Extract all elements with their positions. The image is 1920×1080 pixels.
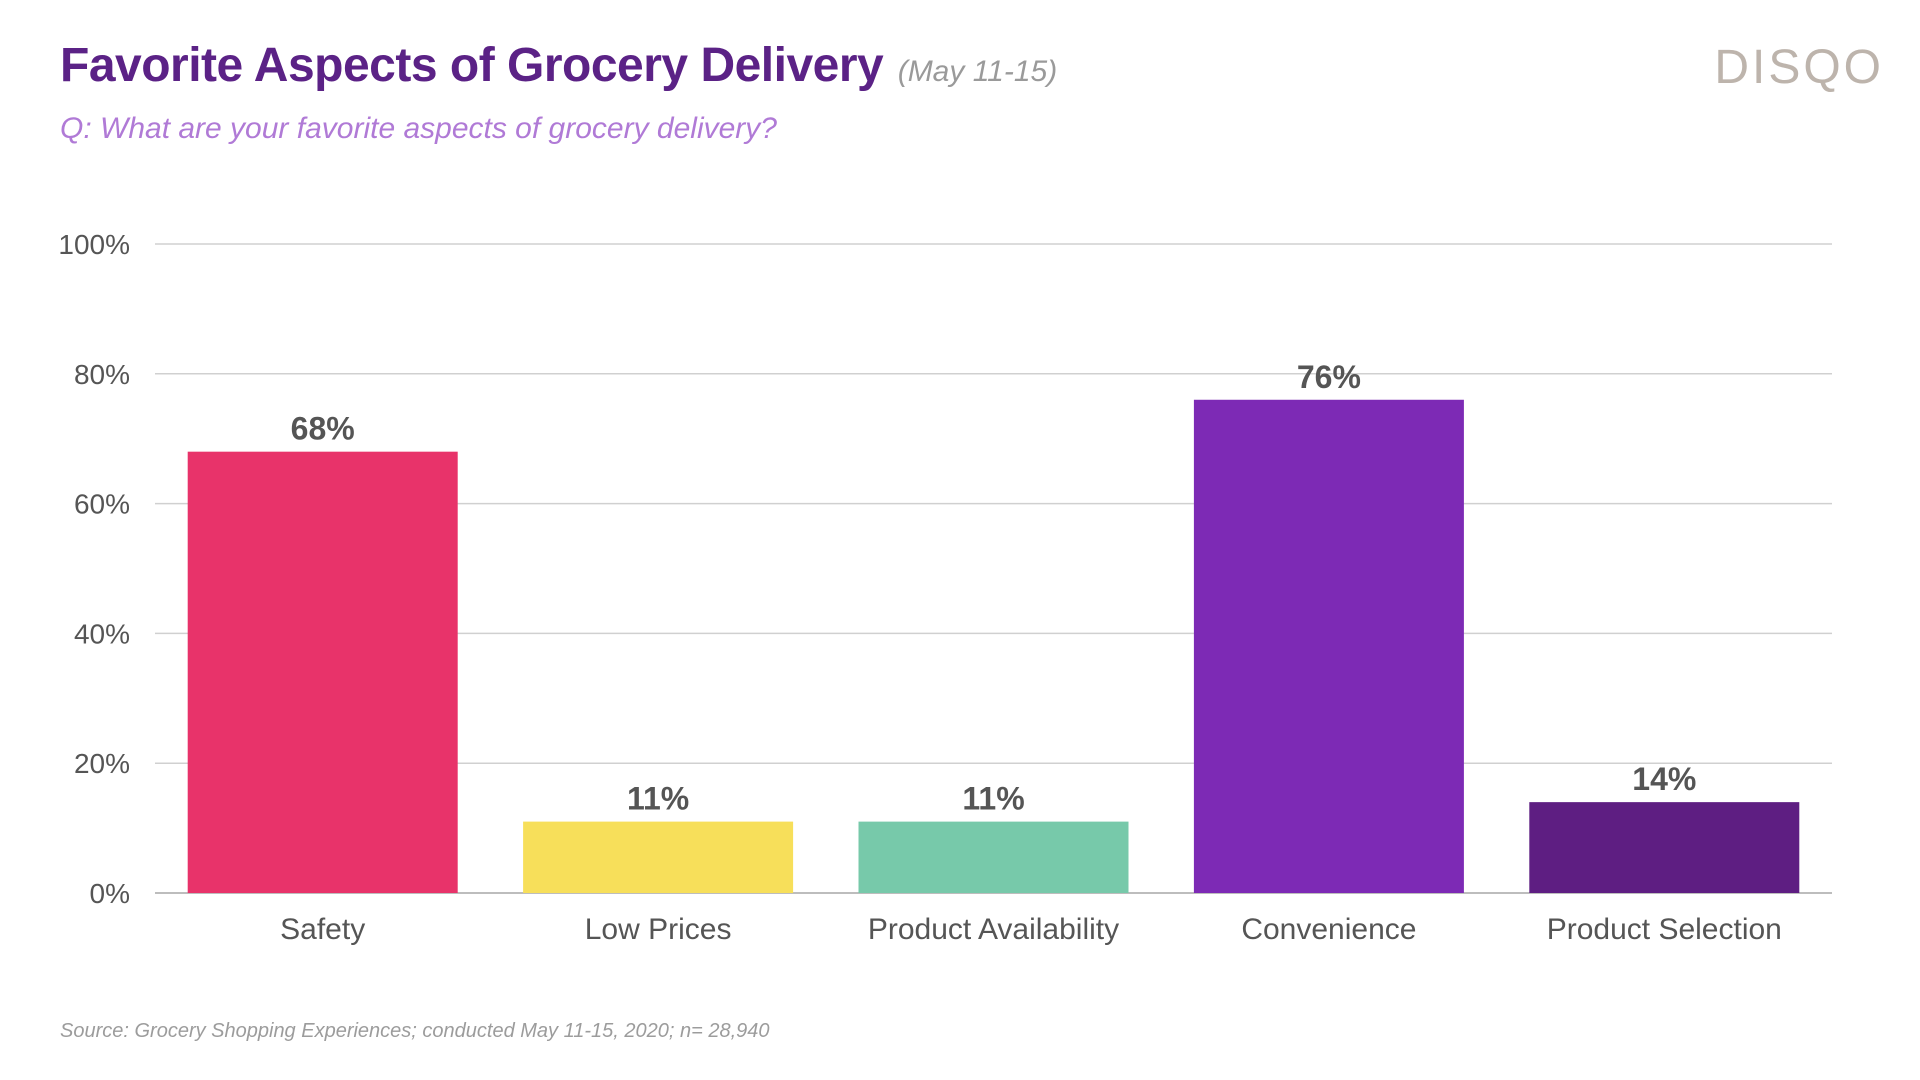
- data-label: 11%: [962, 781, 1024, 817]
- bar: [858, 821, 1129, 893]
- y-tick-label: 80%: [74, 359, 130, 390]
- data-label: 68%: [291, 411, 355, 447]
- survey-question: Q: What are your favorite aspects of gro…: [60, 112, 777, 145]
- data-label: 14%: [1632, 761, 1696, 797]
- title-row: Favorite Aspects of Grocery Delivery (Ma…: [60, 38, 1057, 93]
- category-label: Convenience: [1241, 913, 1416, 946]
- bar: [187, 451, 458, 893]
- source-note: Source: Grocery Shopping Experiences; co…: [60, 1020, 770, 1042]
- y-tick-label: 100%: [58, 229, 130, 260]
- chart-title: Favorite Aspects of Grocery Delivery: [60, 39, 884, 92]
- y-tick-label: 0%: [90, 878, 130, 909]
- category-label: Safety: [280, 913, 365, 946]
- y-tick-label: 20%: [74, 748, 130, 779]
- date-range: (May 11-15): [897, 55, 1058, 88]
- category-label: Product Availability: [868, 913, 1119, 946]
- data-label: 76%: [1297, 359, 1361, 395]
- bar: [1529, 802, 1800, 893]
- category-label: Product Selection: [1547, 913, 1782, 946]
- y-tick-label: 60%: [74, 489, 130, 520]
- bar: [523, 821, 794, 893]
- brand-logo: DISQO: [1714, 41, 1884, 94]
- bar: [1193, 399, 1464, 893]
- data-label: 11%: [627, 781, 689, 817]
- y-tick-label: 40%: [74, 618, 130, 649]
- category-label: Low Prices: [585, 913, 732, 946]
